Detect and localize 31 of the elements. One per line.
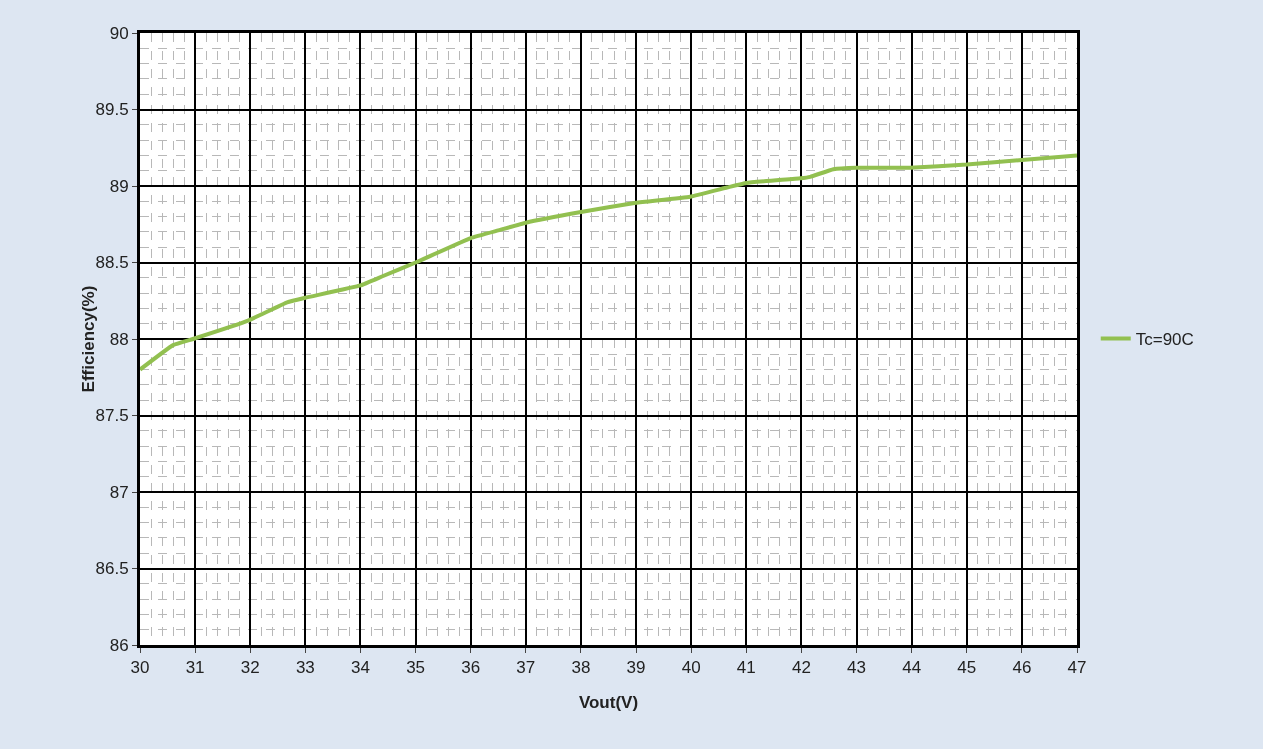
line-series: [140, 153, 1077, 372]
y-tick-label: 86.5: [95, 559, 129, 579]
y-tick-label: 87: [109, 482, 129, 502]
y-tick-label: 88: [109, 329, 129, 349]
x-tick-label: 42: [791, 658, 811, 678]
legend-label: Tc=90C: [1135, 330, 1194, 350]
x-tick-label: 30: [130, 658, 150, 678]
x-tick-label: 45: [957, 658, 977, 678]
x-tick-label: 40: [681, 658, 701, 678]
x-tick-label: 43: [847, 658, 866, 678]
x-tick-label: 38: [571, 658, 591, 678]
y-tick-label: 89: [109, 176, 129, 196]
y-tick-label: 89.5: [95, 100, 129, 120]
x-tick-label: 39: [626, 658, 646, 678]
x-tick-label: 31: [185, 658, 205, 678]
y-axis-title: Efficiency(%): [79, 285, 98, 393]
x-tick-label: 46: [1012, 658, 1032, 678]
x-tick-label: 34: [351, 658, 370, 678]
x-tick-label: 44: [902, 658, 922, 678]
y-tick-label: 90: [109, 23, 129, 43]
y-tick-label: 87.5: [95, 406, 129, 426]
x-tick-label: 41: [736, 658, 756, 678]
x-tick-label: 36: [461, 658, 481, 678]
x-tick-label: 35: [406, 658, 426, 678]
x-tick-label: 37: [516, 658, 536, 678]
x-tick-label: 47: [1067, 658, 1087, 678]
y-tick-label: 88.5: [95, 253, 129, 273]
x-tick-label: 32: [240, 658, 260, 678]
x-axis-title: Vout(V): [578, 693, 639, 712]
y-tick-label: 86: [109, 635, 129, 655]
x-tick-label: 33: [295, 658, 315, 678]
